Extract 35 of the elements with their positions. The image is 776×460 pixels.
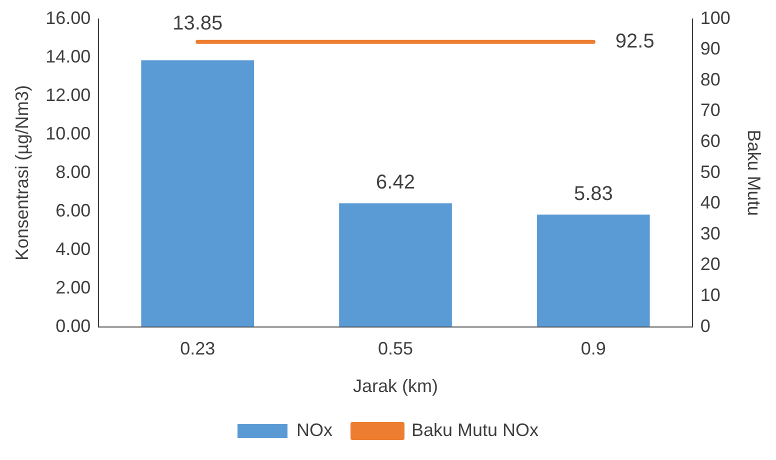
bar: [141, 60, 254, 327]
y2-tick-label: 90: [700, 38, 720, 59]
data-label: 13.85: [172, 12, 223, 34]
y2-axis-title: Baku Mutu: [744, 130, 764, 216]
y-tick-label: 0.00: [56, 316, 91, 336]
y2-tick-label: 100: [700, 8, 730, 28]
y-tick-label: 10.00: [46, 123, 91, 144]
bar: [537, 214, 650, 327]
y2-tick-label: 50: [700, 162, 720, 182]
legend-label: NOx: [296, 420, 332, 440]
y2-tick-label: 70: [700, 100, 720, 120]
y-axis-title: Konsentrasi (µg/Nm3): [12, 85, 32, 261]
y2-tick-label: 20: [700, 254, 720, 274]
x-axis-title: Jarak (km): [353, 376, 438, 396]
y-tick-label: 16.00: [46, 8, 91, 28]
x-tick-label: 0.55: [378, 338, 414, 359]
y2-tick-label: 0: [700, 316, 710, 336]
y2-tick-label: 40: [700, 192, 720, 213]
y-tick-label: 4.00: [56, 238, 91, 259]
y-tick-label: 2.00: [56, 277, 91, 298]
y-tick-label: 14.00: [46, 46, 91, 66]
data-label: 6.42: [376, 172, 415, 194]
y-tick-label: 6.00: [56, 200, 91, 220]
bar: [339, 203, 452, 327]
y2-tick-label: 30: [700, 223, 720, 244]
data-label: 5.83: [574, 183, 613, 206]
data-label: 92.5: [615, 30, 654, 52]
x-tick-label: 0.9: [580, 338, 606, 359]
y2-tick-label: 60: [700, 130, 720, 151]
y2-tick-label: 10: [700, 284, 720, 305]
y-tick-label: 12.00: [46, 84, 91, 105]
y-tick-label: 8.00: [56, 162, 91, 182]
legend-label: Baku Mutu NOx: [411, 420, 539, 440]
y2-tick-label: 80: [700, 69, 720, 90]
x-tick-label: 0.23: [180, 338, 216, 359]
